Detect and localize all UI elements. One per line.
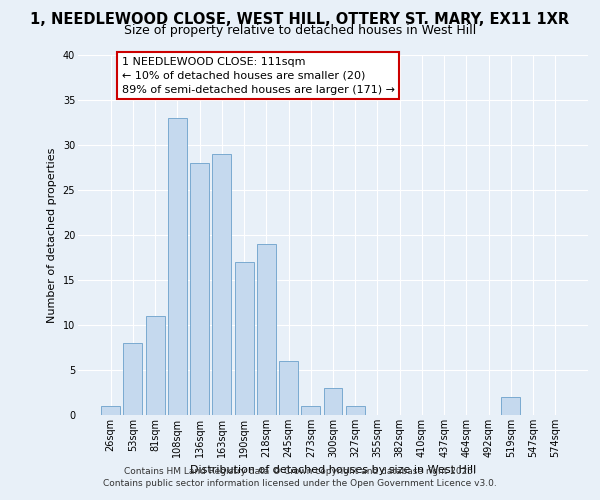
Text: Contains HM Land Registry data © Crown copyright and database right 2025.
Contai: Contains HM Land Registry data © Crown c… bbox=[103, 466, 497, 487]
Bar bbox=[212, 154, 231, 415]
Text: 1, NEEDLEWOOD CLOSE, WEST HILL, OTTERY ST. MARY, EX11 1XR: 1, NEEDLEWOOD CLOSE, WEST HILL, OTTERY S… bbox=[31, 12, 569, 28]
Bar bbox=[323, 388, 343, 415]
Bar bbox=[235, 262, 254, 415]
Bar bbox=[124, 343, 142, 415]
Bar bbox=[101, 406, 120, 415]
Bar bbox=[301, 406, 320, 415]
Bar bbox=[257, 244, 276, 415]
Bar bbox=[146, 316, 164, 415]
Bar bbox=[346, 406, 365, 415]
Text: Size of property relative to detached houses in West Hill: Size of property relative to detached ho… bbox=[124, 24, 476, 37]
Y-axis label: Number of detached properties: Number of detached properties bbox=[47, 148, 57, 322]
X-axis label: Distribution of detached houses by size in West Hill: Distribution of detached houses by size … bbox=[190, 466, 476, 475]
Bar bbox=[168, 118, 187, 415]
Bar bbox=[502, 397, 520, 415]
Bar bbox=[190, 163, 209, 415]
Bar bbox=[279, 361, 298, 415]
Text: 1 NEEDLEWOOD CLOSE: 111sqm
← 10% of detached houses are smaller (20)
89% of semi: 1 NEEDLEWOOD CLOSE: 111sqm ← 10% of deta… bbox=[122, 57, 395, 95]
